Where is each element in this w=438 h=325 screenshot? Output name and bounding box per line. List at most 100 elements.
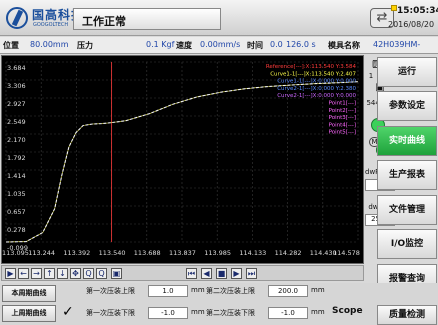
save-icon[interactable]: ▣ (375, 82, 385, 93)
second-lower-input[interactable]: -1.0 (268, 307, 308, 319)
time-value-2: 126.0 s (286, 40, 316, 49)
x-tick-label: 113.540 (99, 249, 126, 257)
legend-entry: Point3[---] (329, 115, 356, 121)
series-line (5, 81, 359, 243)
y-tick-label: 2.927 (7, 100, 26, 108)
menu-quality-check-button[interactable]: 质量检测 (377, 305, 437, 325)
arrow-down-icon[interactable]: ↓ (57, 268, 68, 279)
mode-m[interactable]: M (369, 137, 380, 147)
first-lower-input[interactable]: -1.0 (148, 307, 188, 319)
arrow-right-icon[interactable]: → (31, 268, 42, 279)
speed-value: 0.00mm/s (200, 40, 241, 49)
menu-parameter-button[interactable]: 参数设定 (377, 91, 437, 121)
play-icon[interactable]: ▶ (5, 268, 16, 279)
x-tick-label: 113.392 (63, 249, 90, 257)
chart-canvas[interactable]: 3.684 3.306 2.927 2.549 2.170 1.792 1.414 1.035… (2, 56, 363, 263)
current-cycle-curve-button[interactable]: 本周期曲线 (2, 285, 56, 302)
logo-text: 国高科技 (32, 8, 85, 22)
x-tick-label: 114.430 (310, 249, 337, 257)
y-tick-label: -0.099 (7, 244, 28, 252)
x-tick-label: 113.244 (28, 249, 55, 257)
top-bar: 国高科技 GOOGOLTECH 工作正常 ⇄ 15:05:34 2016/08/… (0, 0, 438, 36)
next-icon[interactable]: ▶ (231, 268, 242, 279)
position-value: 80.00mm (30, 40, 69, 49)
x-tick-label: 113.688 (134, 249, 161, 257)
first-lower-label: 第一次压装下限 (86, 309, 135, 317)
menu-production-report-button[interactable]: 生产报表 (377, 160, 437, 190)
zoom-out-icon[interactable]: Q (96, 268, 107, 279)
realtime-curve-chart[interactable]: 3.684 3.306 2.927 2.549 2.170 1.792 1.414 1.035… (1, 55, 364, 264)
menu-file-management-button[interactable]: 文件管理 (377, 195, 437, 225)
pressure-value: 0.1 Kgf (146, 40, 175, 49)
move-icon[interactable]: ✥ (70, 268, 81, 279)
legend-entry: Point5[---] (329, 130, 356, 136)
legend-entry: Reference[---]:X:113.540 Y:3.584 (266, 64, 357, 70)
bottom-panel: 本周期曲线 上周期曲线 第一次压装上限 1.0 mm 第二次压装上限 200.0… (0, 283, 438, 325)
x-tick-label: 114.133 (239, 249, 266, 257)
prev-icon[interactable]: ◀ (201, 268, 212, 279)
second-upper-label: 第二次压装上限 (206, 287, 255, 295)
connection-icon[interactable]: ⇄ (370, 8, 394, 28)
time-value-1: 0.0 (270, 40, 283, 49)
zoom-in-icon[interactable]: Q (83, 268, 94, 279)
x-tick-label: 114.578 (333, 249, 360, 257)
first-page-icon[interactable]: ⏮ (186, 268, 197, 279)
last-cycle-curve-button[interactable]: 上周期曲线 (2, 305, 56, 322)
legend-entry: Curve2-1[---]X:0.000 Y:2.380 (277, 86, 356, 92)
legend-entry: Curve2-1[---]X:0.000 Y:0.000 (277, 93, 356, 99)
snapshot-icon[interactable]: ▣ (111, 268, 122, 279)
legend-entry: Curve1-1[---]X:0.000 Y:0.000 (277, 79, 356, 85)
mold-value: 42H039HM- (373, 40, 421, 49)
x-tick-label: 113.095 (2, 249, 29, 257)
first-lower-unit: mm (191, 308, 205, 316)
arrow-up-icon[interactable]: ↑ (44, 268, 55, 279)
y-tick-label: 3.684 (7, 64, 26, 72)
legend-entry: Point1[---] (329, 101, 356, 107)
first-upper-unit: mm (191, 286, 205, 294)
logo-subtext: GOOGOLTECH (33, 22, 69, 28)
chart-toolbar: ▶ ← → ↑ ↓ ✥ Q Q ▣ ⏮ ◀ ■ ▶ ⏭ (1, 265, 364, 281)
y-tick-label: 0.657 (7, 208, 26, 216)
last-page-icon[interactable]: ⏭ (246, 268, 257, 279)
y-tick-label: 2.170 (7, 136, 26, 144)
position-label: 位置 (3, 41, 19, 50)
googoltech-logo-icon (6, 7, 28, 29)
machine-status: 工作正常 (73, 8, 221, 30)
x-tick-label: 113.837 (169, 249, 196, 257)
legend-entry: Curve1-1[---]X:113.540 Y:2.407 (270, 71, 356, 77)
mold-label: 模具名称 (328, 41, 360, 50)
live-values-row: 位置 80.00mm 压力 0.1 Kgf 速度 0.00mm/s 时间 0.0… (0, 37, 438, 54)
first-upper-label: 第一次压装上限 (86, 287, 135, 295)
scope-button[interactable]: Scope (332, 306, 363, 316)
x-tick-label: 113.985 (204, 249, 231, 257)
time-label: 时间 (247, 41, 263, 50)
y-tick-label: 3.306 (7, 82, 26, 90)
indicator-1: 1 (368, 72, 374, 80)
stop-icon[interactable]: ■ (216, 268, 227, 279)
check-icon[interactable]: ✓ (62, 304, 74, 320)
second-lower-unit: mm (311, 308, 325, 316)
x-tick-label: 114.282 (275, 249, 302, 257)
second-upper-unit: mm (311, 286, 325, 294)
y-tick-label: 0.278 (7, 226, 26, 234)
pressure-label: 压力 (77, 41, 93, 50)
clock-time: 15:05:34 (397, 6, 438, 16)
first-upper-input[interactable]: 1.0 (148, 285, 188, 297)
arrow-left-icon[interactable]: ← (18, 268, 29, 279)
y-tick-label: 1.414 (7, 172, 26, 180)
menu-run-button[interactable]: 运行 (377, 57, 437, 87)
clock-date: 2016/08/20 (388, 20, 435, 29)
y-tick-label: 1.035 (7, 190, 26, 198)
speed-label: 速度 (176, 41, 192, 50)
legend-entry: Point4[---] (329, 122, 356, 128)
series-line-overlay (5, 81, 359, 243)
legend-entry: Point2[---] (329, 108, 356, 114)
y-tick-label: 1.792 (7, 154, 26, 162)
second-upper-input[interactable]: 200.0 (268, 285, 308, 297)
second-lower-label: 第二次压装下限 (206, 309, 255, 317)
y-tick-label: 2.549 (7, 118, 26, 126)
menu-io-monitor-button[interactable]: I/O监控 (377, 229, 437, 259)
alarm-indicator-icon (391, 5, 397, 11)
menu-realtime-curve-button[interactable]: 实时曲线 (377, 126, 437, 156)
